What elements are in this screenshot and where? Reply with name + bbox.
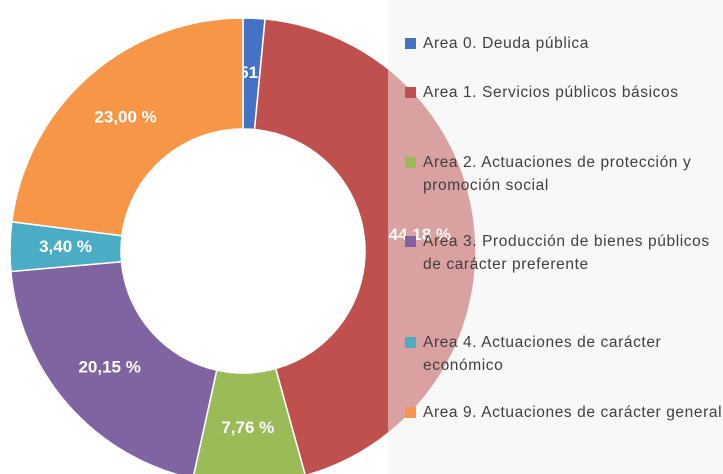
- legend-swatch: [405, 407, 416, 418]
- legend-entry: Area 2. Actuaciones de protección y prom…: [405, 151, 723, 197]
- data-label: 23,00 %: [94, 107, 156, 126]
- legend-swatch: [405, 337, 416, 348]
- legend-swatch: [405, 38, 416, 49]
- legend-label: Area 1. Servicios públicos básicos: [423, 84, 679, 101]
- legend-label: Area 3. Producción de bienes públicos de…: [423, 233, 710, 273]
- data-label: 3,40 %: [39, 237, 92, 256]
- slice: [10, 260, 218, 474]
- legend-swatch: [405, 87, 416, 98]
- legend-entry: Area 4. Actuaciones de carácter económic…: [405, 331, 723, 377]
- data-label: 20,15 %: [78, 358, 140, 377]
- legend-label: Area 2. Actuaciones de protección y prom…: [423, 154, 692, 194]
- legend-label: Area 0. Deuda pública: [423, 35, 589, 52]
- data-label: 7,76 %: [221, 418, 274, 437]
- legend-swatch: [405, 236, 416, 247]
- legend-entry: Area 9. Actuaciones de carácter general: [405, 401, 723, 424]
- legend-entry: Area 3. Producción de bienes públicos de…: [405, 230, 723, 276]
- legend-entry: Area 1. Servicios públicos básicos: [405, 81, 723, 104]
- legend-label: Area 9. Actuaciones de carácter general: [423, 404, 723, 421]
- slice: [193, 367, 306, 474]
- legend-entry: Area 0. Deuda pública: [405, 32, 723, 55]
- legend: Area 0. Deuda pública Area 1. Servicios p…: [388, 0, 723, 474]
- legend-swatch: [405, 157, 416, 168]
- legend-label: Area 4. Actuaciones de carácter económic…: [423, 334, 662, 374]
- slice: [10, 17, 244, 237]
